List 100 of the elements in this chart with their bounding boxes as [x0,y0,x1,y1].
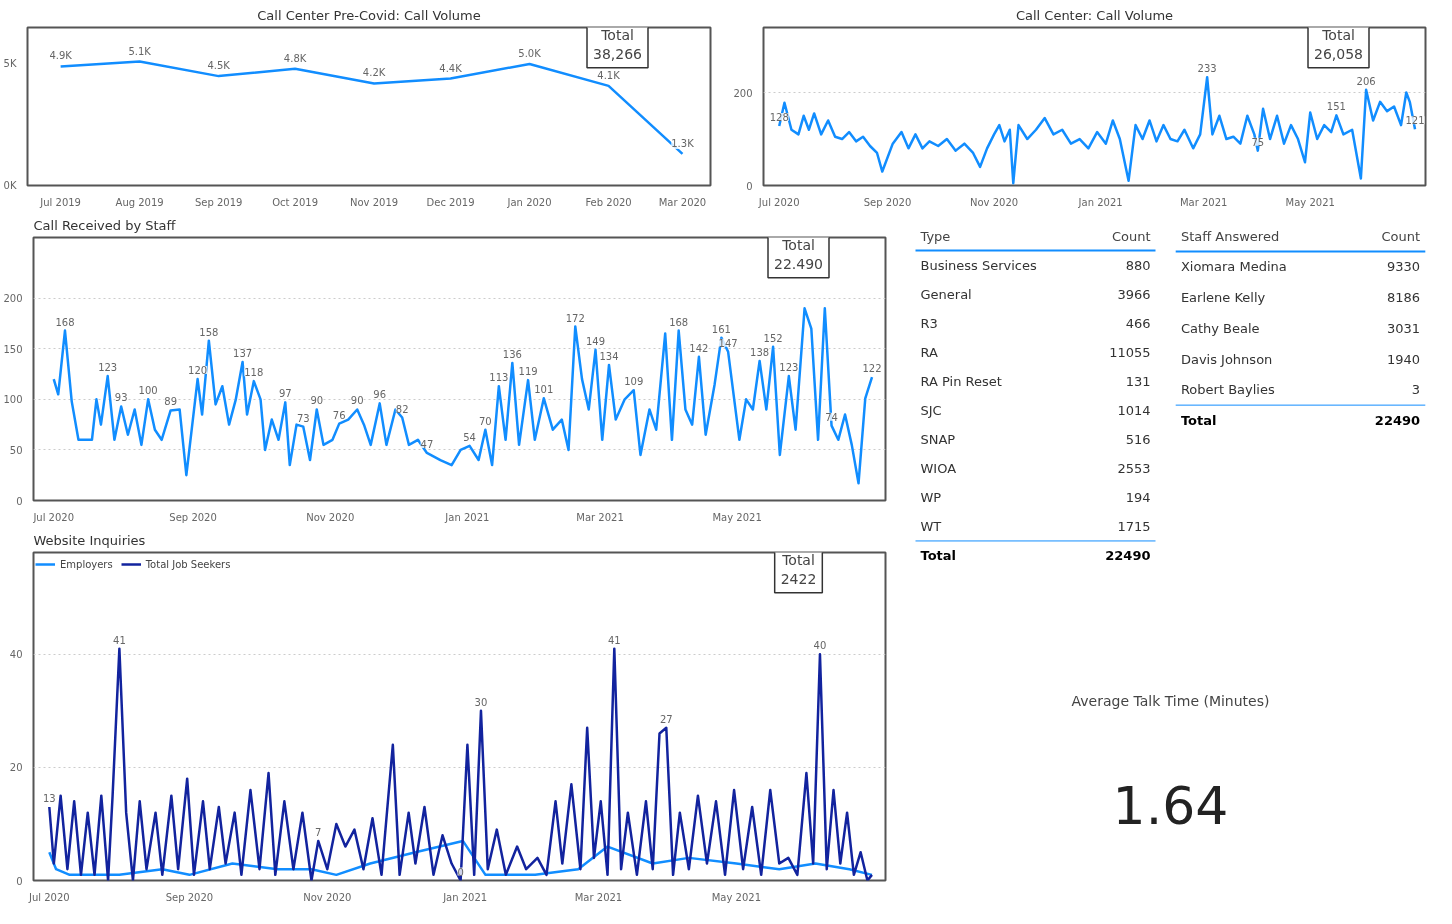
annotation: 2422 [780,570,817,587]
data-label: 101 [534,384,554,396]
data-label: 93 [114,392,128,404]
x-tick-label: Jan 2020 [506,196,552,208]
data-label: 7 [315,826,322,838]
x-tick-label: Nov 2020 [306,511,355,523]
data-label: 137 [233,347,253,359]
data-label: 5.0K [518,47,542,59]
legend-label: Total Job Seekers [145,558,231,570]
x-tick-label: May 2021 [711,891,762,903]
data-label: 4.2K [362,67,386,79]
data-label: 9330 [1387,259,1421,275]
category-label: RA Pin Reset [920,373,1002,389]
data-label: 233 [1197,63,1217,75]
chart-title: Website Inquiries [33,532,146,548]
data-label: 89 [164,396,177,408]
y-tick-label: 100 [3,394,23,406]
data-label: 168 [669,316,689,328]
data-label: 121 [1405,115,1425,127]
y-tick-label: 50 [9,444,23,456]
data-label: 3966 [1117,286,1151,302]
x-tick-label: Jul 2020 [757,196,800,208]
text: Average Talk Time (Minutes) [1071,692,1270,709]
data-label: 466 [1125,315,1151,331]
x-tick-label: Jan 2021 [444,511,490,523]
data-label: 131 [1125,373,1151,389]
data-label: 161 [711,323,731,335]
data-label: 27 [659,713,673,725]
data-label: 100 [138,385,158,397]
data-label: 74 [825,411,838,423]
category-label: General [920,286,972,302]
data-label: 118 [244,367,264,379]
data-label: 123 [98,362,118,374]
y-tick-label: 200 [3,293,23,305]
y-tick-label: 0 [16,495,23,507]
text: 22490 [1374,413,1421,428]
data-label: 134 [599,350,619,362]
data-label: 109 [624,376,644,388]
data-label: 516 [1125,431,1151,447]
x-tick-label: Jul 2020 [32,511,75,523]
data-label: 3031 [1387,320,1421,336]
data-label: 76 [332,409,346,421]
data-label: 90 [310,395,324,407]
data-label: 194 [1125,489,1151,505]
x-tick-label: Sep 2020 [169,511,217,523]
data-label: 142 [689,342,709,354]
x-tick-label: Aug 2019 [115,196,164,208]
x-tick-label: Mar 2021 [574,891,623,903]
data-label: 40 [813,640,827,652]
data-label: 128 [769,112,789,124]
x-tick-label: Oct 2019 [272,196,319,208]
data-label: 122 [862,363,882,375]
x-tick-label: Sep 2020 [863,196,912,208]
category-label: WP [920,489,942,505]
data-label: 123 [779,362,799,374]
x-tick-label: Mar 2021 [1179,196,1228,208]
x-tick-label: Jul 2019 [39,196,81,208]
category-label: Earlene Kelly [1180,290,1266,305]
x-tick-label: Dec 2019 [426,196,475,208]
data-label: 11055 [1109,344,1151,360]
data-label: 1940 [1387,351,1421,367]
y-tick-label: 0 [16,875,23,887]
y-tick-label: 40 [9,649,23,661]
data-label: 41 [607,634,621,646]
data-label: 4.5K [207,60,231,72]
data-label: 152 [763,332,783,344]
data-label: 172 [565,312,585,324]
x-tick-label: Jan 2021 [1077,196,1123,208]
data-label: 8186 [1387,290,1421,305]
category-label: SJC [920,402,942,418]
data-label: 47 [420,438,434,450]
data-label: 5.1K [128,45,152,57]
data-label: 2553 [1117,460,1151,476]
category-label: Davis Johnson [1180,351,1273,367]
annotation: Total [781,551,815,568]
data-label: 119 [518,366,538,378]
annotation: 22.490 [774,255,824,272]
data-label: 158 [199,326,219,338]
x-tick-label: Sep 2019 [194,196,243,208]
text: Staff Answered [1180,228,1280,244]
x-tick-label: Nov 2019 [350,196,399,208]
data-label: 113 [489,372,509,384]
category-label: R3 [920,315,938,331]
text: Count [1111,228,1151,244]
chart-title: Call Center Pre-Covid: Call Volume [257,7,481,23]
data-label: 4.9K [49,50,73,62]
x-tick-label: Feb 2020 [585,196,632,208]
data-label: 4.8K [283,52,307,64]
data-label: 90 [350,395,364,407]
data-label: 4.4K [439,62,463,74]
data-label: 73 [296,412,310,424]
category-label: SNAP [920,431,956,447]
y-tick-label: 20 [9,762,23,774]
x-tick-label: May 2021 [712,511,762,523]
legend-label: Employers [60,558,113,570]
x-tick-label: May 2021 [1285,196,1335,208]
annotation: 38,266 [593,45,643,62]
data-label: 880 [1125,257,1151,273]
category-label: Business Services [920,257,1037,273]
data-label: 1014 [1117,402,1151,418]
